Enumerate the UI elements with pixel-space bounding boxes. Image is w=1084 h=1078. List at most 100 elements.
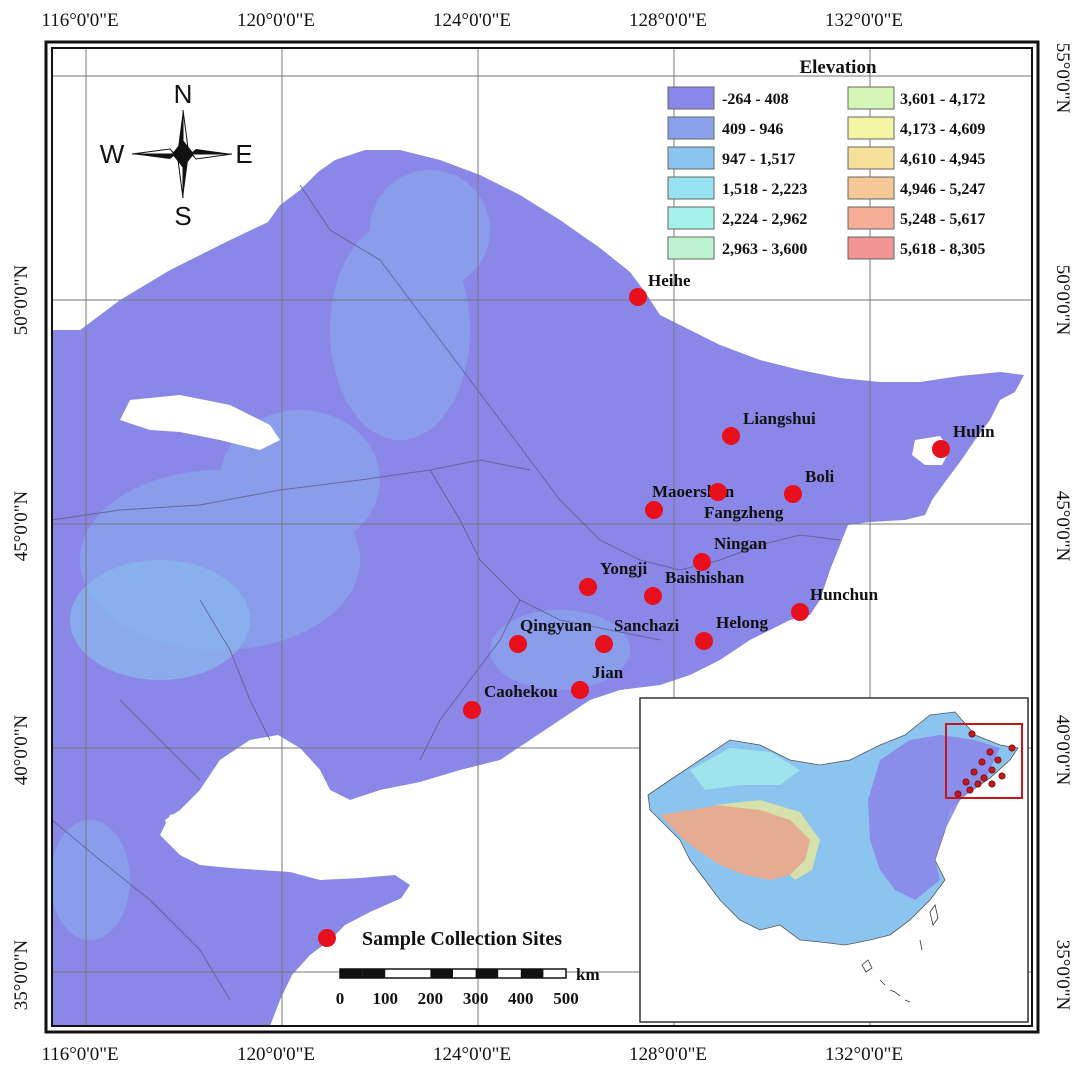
left-coordinate-labels: 50°0'0"N 45°0'0"N 40°0'0"N 35°0'0"N [11,264,32,1010]
site-marker-ningan [693,553,711,571]
legend-title: Elevation [799,57,876,78]
inset-north-highland [690,748,800,790]
site-marker-caohekou [463,701,481,719]
site-label-hulin: Hulin [953,422,995,441]
legend-swatch [847,146,895,170]
legend-label: 3,601 - 4,172 [900,91,985,108]
site-marker-sanchazi [595,635,613,653]
highland-shading [52,170,630,940]
right-coordinate-labels: 55°0'0"N 50°0'0"N 45°0'0"N 40°0'0"N 35°0… [1052,43,1073,1011]
scale-tick-label: 0 [336,989,345,1008]
legend-label: 1,518 - 2,223 [722,181,807,198]
scale-tick-label: 200 [418,989,444,1008]
legend-label: -264 - 408 [722,91,789,108]
compass-n-label: N [174,79,193,109]
legend-label: 5,618 - 8,305 [900,241,985,258]
inset-site-dot [966,786,974,794]
sample-sites: HeiheLiangshuiHulinBoliMaoershanFangzhen… [463,271,995,719]
scale-unit: km [576,965,600,984]
coord-label-bottom: 116°0'0"E [41,1044,118,1065]
northwest-water [52,48,330,330]
inset-east-lowland [868,735,1000,900]
scale-tick-label: 500 [553,989,579,1008]
inset-site-dots [954,730,1016,798]
legend-swatch [667,236,715,260]
legend-swatch [847,116,895,140]
inset-tibetan-plateau [660,805,810,880]
coord-label-bottom: 120°0'0"E [237,1044,315,1065]
coord-label-bottom: 132°0'0"E [825,1044,903,1065]
coord-label-top: 128°0'0"E [629,10,707,31]
legend-label: 4,946 - 5,247 [900,181,985,198]
lake-hulun [120,395,280,450]
site-marker-maoershan [645,501,663,519]
top-coordinate-labels: 116°0'0"E 120°0'0"E 124°0'0"E 128°0'0"E … [41,10,903,31]
north-arrow: N S W E [100,79,253,231]
coord-label-right: 50°0'0"N [1052,265,1073,336]
inset-site-dot [988,780,996,788]
legend-label: 4,173 - 4,609 [900,121,985,138]
bohai-sea [165,740,350,860]
scale-bar-segment [520,969,544,978]
legend-swatch [667,206,715,230]
map-frame-outer [44,40,1040,1034]
inset-site-dot [970,768,978,776]
inset-site-dot [986,748,994,756]
site-marker-boli [784,485,802,503]
inset-islands [861,904,939,1003]
site-label-helong: Helong [716,613,768,632]
site-marker-fangzheng [709,483,727,501]
site-label-hunchun: Hunchun [810,585,879,604]
land-mass [52,150,1024,1026]
coord-label-top: 124°0'0"E [433,10,511,31]
site-label-jian: Jian [592,663,624,682]
site-label-sanchazi: Sanchazi [614,616,679,635]
legend-label: 5,248 - 5,617 [900,211,985,228]
site-label-boli: Boli [805,467,835,486]
site-marker-jian [571,681,589,699]
scale-tick-label: 400 [508,989,534,1008]
site-label-heihe: Heihe [648,271,691,290]
map-frame-inner [51,47,1033,1027]
sample-legend: Sample Collection Sites [318,928,562,950]
scale-bar-segment [430,969,453,978]
site-label-baishishan: Baishishan [665,568,745,587]
site-marker-liangshui [722,427,740,445]
inset-site-dot [994,756,1002,764]
inset-site-dot [954,790,962,798]
inset-study-area-box [945,723,1023,799]
yellow-sea [280,790,640,1026]
compass-w-label: W [100,139,125,169]
inset-site-dot [974,780,982,788]
legend-label: 4,610 - 4,945 [900,151,985,168]
scale-bar-segment [362,969,386,978]
coord-label-top: 116°0'0"E [41,10,118,31]
bottom-coordinate-labels: 116°0'0"E 120°0'0"E 124°0'0"E 128°0'0"E … [41,1044,903,1065]
coord-label-left: 35°0'0"N [11,939,32,1010]
inset-site-dot [998,772,1006,780]
inset-plateau-edge [715,800,820,880]
coord-label-top: 120°0'0"E [237,10,315,31]
site-marker-yongji [579,578,597,596]
legend-swatch [667,146,715,170]
legend-swatch [667,116,715,140]
site-label-liangshui: Liangshui [743,409,816,428]
coord-label-left: 40°0'0"N [11,714,32,785]
scale-tick-label: 100 [372,989,398,1008]
inset-site-dot [968,730,976,738]
legend-swatch [847,86,895,110]
site-marker-baishishan [644,587,662,605]
coord-label-bottom: 128°0'0"E [629,1044,707,1065]
legend-label: 947 - 1,517 [722,151,795,168]
elevation-legend: Elevation -264 - 408 409 - 946 947 - 1,517… [667,57,985,260]
inset-site-dot [1008,744,1016,752]
scale-tick-label: 300 [463,989,489,1008]
coord-label-top: 132°0'0"E [825,10,903,31]
site-label-yongji: Yongji [600,559,648,578]
legend-swatch [667,86,715,110]
coord-label-right: 45°0'0"N [1052,491,1073,562]
sample-legend-label: Sample Collection Sites [362,928,562,950]
legend-swatch [847,236,895,260]
site-marker-heihe [629,288,647,306]
